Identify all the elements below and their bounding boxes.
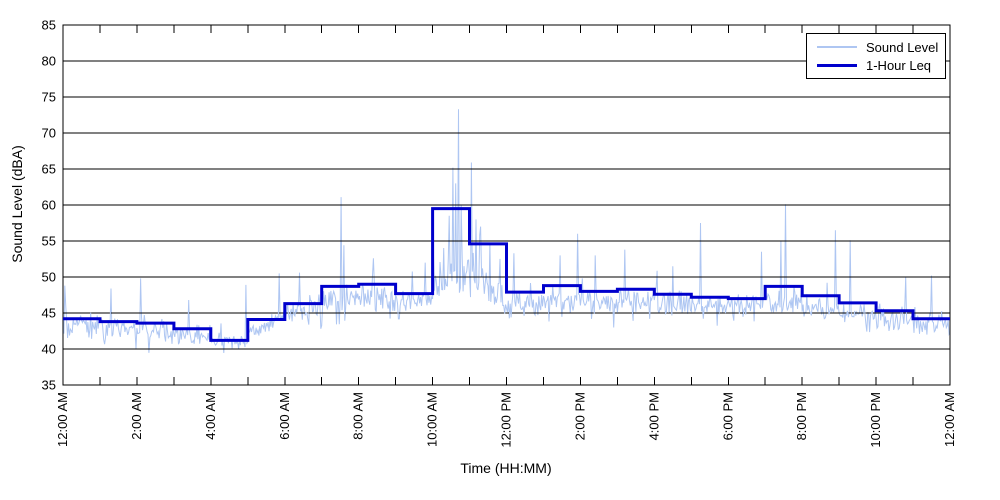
x-tick-label: 2:00 AM xyxy=(129,392,144,440)
y-tick-label: 35 xyxy=(42,378,56,393)
leq-line-sample xyxy=(817,63,857,67)
x-tick-label: 10:00 PM xyxy=(868,392,883,448)
legend: Sound Level 1-Hour Leq xyxy=(806,33,946,79)
y-tick-label: 65 xyxy=(42,162,56,177)
y-tick-label: 40 xyxy=(42,342,56,357)
y-tick-label: 70 xyxy=(42,126,56,141)
tick-labels: 35 40 45 50 55 60 65 70 75 80 85 12:00 AM 2:00 AM 4:0… xyxy=(42,18,957,448)
x-tick-label: 10:00 AM xyxy=(425,392,440,447)
x-tick-label: 4:00 PM xyxy=(646,392,661,440)
x-tick-label: 12:00 AM xyxy=(55,392,70,447)
legend-item-sound-level: Sound Level xyxy=(807,38,945,56)
x-tick-label: 4:00 AM xyxy=(203,392,218,440)
y-gridlines-over xyxy=(63,60,950,350)
sound-level-series xyxy=(62,109,951,354)
legend-label-sound-level: Sound Level xyxy=(866,39,939,55)
y-tick-label: 75 xyxy=(42,90,56,105)
y-tick-label: 55 xyxy=(42,234,56,249)
x-tick-label: 12:00 PM xyxy=(499,392,514,448)
y-axis-title: Sound Level (dBA) xyxy=(9,145,25,263)
plot-frame xyxy=(62,24,951,386)
legend-item-leq: 1-Hour Leq xyxy=(807,56,945,74)
y-tick-label: 45 xyxy=(42,306,56,321)
y-tick-label: 80 xyxy=(42,54,56,69)
x-axis-title: Time (HH:MM) xyxy=(460,460,552,476)
x-tick-label: 8:00 AM xyxy=(351,392,366,440)
x-tick-label: 8:00 PM xyxy=(794,392,809,440)
legend-label-leq: 1-Hour Leq xyxy=(866,57,932,73)
x-tick-label: 6:00 AM xyxy=(277,392,292,440)
x-tick-label: 2:00 PM xyxy=(572,392,587,440)
y-tick-label: 50 xyxy=(42,270,56,285)
y-tick-label: 60 xyxy=(42,198,56,213)
leq-series xyxy=(63,207,950,342)
y-tick-label: 85 xyxy=(42,18,56,33)
sound-level-line-sample xyxy=(817,46,857,48)
x-tick-label: 6:00 PM xyxy=(720,392,735,440)
x-tick-label: 12:00 AM xyxy=(942,392,957,447)
